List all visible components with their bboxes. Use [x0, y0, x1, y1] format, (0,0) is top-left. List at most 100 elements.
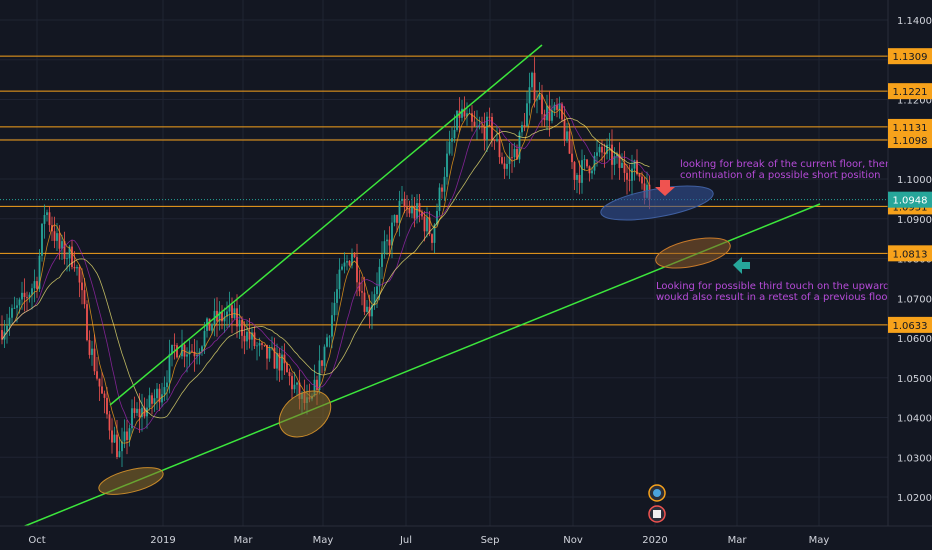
price-tick-label: 1.0600 [897, 334, 932, 345]
globe-event-icon[interactable] [648, 484, 666, 502]
candle-body [46, 212, 48, 216]
candle-body [361, 291, 363, 293]
candle-body [546, 105, 548, 121]
candle-body [616, 154, 618, 157]
candle-body [61, 241, 63, 249]
candle-body [288, 372, 291, 377]
candle-body [21, 292, 23, 300]
candle-body [281, 354, 283, 371]
candle-body [128, 428, 131, 441]
target-ellipse[interactable] [653, 232, 733, 273]
candle-body [453, 129, 456, 139]
candle-body [613, 156, 616, 165]
candle-body [548, 105, 551, 121]
candle-body [348, 261, 351, 266]
level-label-bg [888, 118, 932, 135]
candle-body [83, 290, 86, 305]
candle-body [193, 351, 196, 357]
horizontal-levels [0, 55, 888, 326]
candle-body [48, 212, 51, 226]
touch-ellipse-1[interactable] [96, 462, 165, 499]
current-price-bg [888, 191, 932, 208]
candle-body [636, 160, 638, 175]
candle-body [403, 198, 406, 208]
candle-body [508, 157, 511, 164]
candle-body [428, 217, 431, 235]
candle-body [381, 254, 383, 267]
candle-body [273, 347, 276, 369]
candle-body [158, 388, 161, 403]
candle-body [118, 451, 121, 458]
candle-body [356, 257, 358, 283]
candle-body [31, 288, 33, 295]
time-axis[interactable] [0, 526, 888, 550]
candle-body [133, 408, 136, 413]
time-tick-label: Mar [234, 535, 254, 546]
touch-ellipse-2[interactable] [271, 382, 340, 447]
candle-body [441, 187, 443, 192]
current-price-label: 1.0948 [893, 196, 928, 207]
candle-body [353, 254, 356, 258]
level-label-bg [888, 83, 932, 100]
candle-body [218, 311, 221, 322]
flag-event-icon[interactable] [648, 505, 666, 523]
candle-body [93, 348, 96, 372]
candle-body [38, 255, 41, 289]
candle-body [563, 119, 566, 141]
candle-body [473, 121, 476, 127]
candle-body [466, 113, 468, 117]
candle-body [238, 320, 241, 327]
level-label-bg [888, 316, 932, 333]
candle-body [16, 305, 18, 308]
time-tick-label: Mar [728, 535, 748, 546]
candle-body [328, 336, 331, 338]
candle-body [611, 144, 613, 165]
candle-body [443, 176, 446, 192]
candle-body [86, 304, 88, 341]
candle-body [156, 388, 158, 399]
candle-body [223, 316, 226, 322]
upper-trendline[interactable] [109, 44, 543, 406]
candle-body [113, 434, 116, 443]
price-tick-label: 1.1400 [897, 16, 932, 27]
candle-body [176, 345, 178, 358]
level-price-label: 1.1098 [893, 136, 928, 147]
time-tick-label: May [313, 535, 334, 546]
candle-body [633, 160, 636, 169]
level-label-bg [888, 48, 932, 65]
candle-body [318, 360, 321, 390]
candle-body [488, 116, 491, 118]
candle-body [228, 305, 231, 312]
floor-ellipse[interactable] [598, 179, 715, 226]
candle-body [531, 72, 533, 88]
candle-body [191, 350, 193, 352]
candle-body [161, 394, 163, 403]
candle-body [351, 254, 353, 266]
candle-body [391, 222, 393, 246]
candle-body [503, 163, 506, 169]
candle-body [373, 294, 376, 306]
candle-body [338, 269, 341, 290]
candle-body [398, 200, 401, 223]
candle-body [331, 315, 333, 337]
candle-body [521, 125, 523, 133]
candle-body [208, 318, 211, 331]
candle-body [541, 94, 543, 115]
candle-body [23, 292, 26, 297]
candle-body [298, 382, 301, 399]
candle-body [623, 162, 626, 173]
candle-body [81, 282, 83, 291]
candle-body [326, 337, 328, 347]
candle-body [246, 331, 248, 342]
candle-body [426, 217, 428, 232]
candle-body [253, 332, 256, 347]
candle-body [18, 299, 21, 306]
candle-body [593, 155, 596, 171]
candle-body [371, 305, 373, 317]
candle-body [323, 346, 326, 366]
annotation-touch-line2: woukd also result in a retest of a previ… [656, 292, 892, 303]
candle-body [438, 187, 441, 211]
candle-body [68, 246, 71, 259]
candle-body [418, 203, 421, 213]
